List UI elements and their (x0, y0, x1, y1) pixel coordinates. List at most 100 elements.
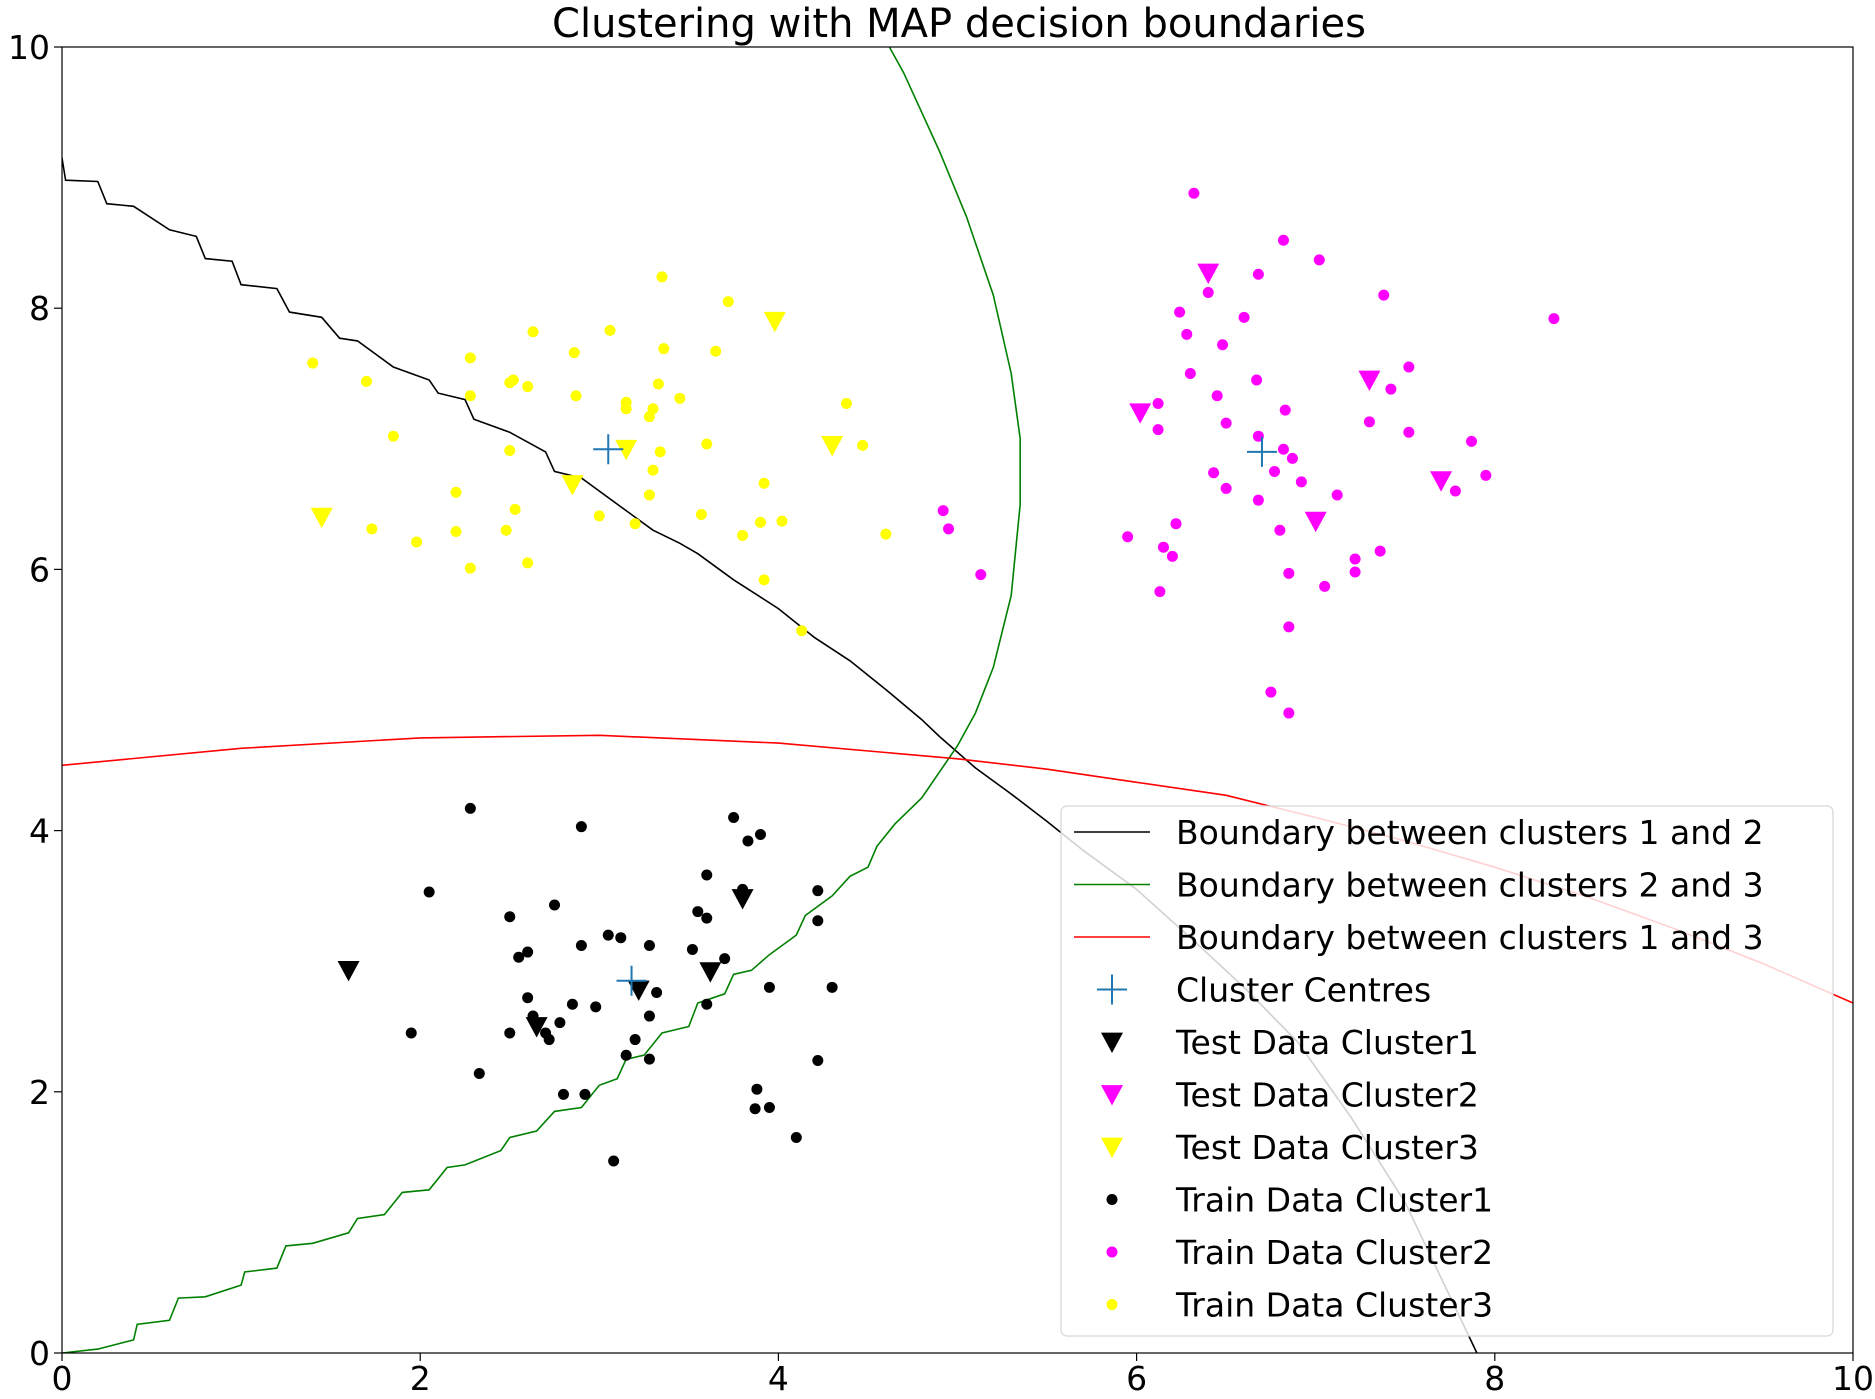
legend-item: Test Data Cluster3 (1101, 1128, 1479, 1167)
train-data-cluster2-point (1220, 482, 1232, 494)
train-data-cluster3-point (652, 378, 664, 390)
train-data-cluster2-point (1252, 494, 1264, 506)
test-data-cluster3-point (763, 311, 786, 333)
train-data-cluster2-point (1170, 518, 1182, 530)
train-data-cluster2-point (1349, 553, 1361, 565)
legend-dot-swatch (1106, 1194, 1118, 1205)
train-data-cluster3-point (307, 357, 319, 369)
train-data-cluster1-point (790, 1132, 802, 1144)
train-data-cluster2-point (1403, 426, 1415, 438)
train-data-cluster2-point (1252, 268, 1264, 280)
train-data-cluster2-point (1319, 580, 1331, 592)
train-data-cluster2-point (1331, 489, 1343, 501)
train-data-cluster1-point (575, 821, 587, 833)
train-data-cluster3-point (758, 477, 770, 489)
test-data-cluster1-point (525, 1017, 548, 1038)
train-data-cluster3-point (522, 381, 534, 393)
train-data-cluster1-point (701, 869, 713, 881)
train-data-cluster1-point (643, 1053, 655, 1065)
test-data-cluster1-point (699, 962, 722, 983)
boundary-line-boundary-between-clusters-2-and-3 (62, 47, 1021, 1353)
train-data-cluster3-point (701, 438, 713, 450)
train-data-cluster1-point (522, 992, 534, 1004)
train-data-cluster2-point (1363, 416, 1375, 428)
x-tick-label: 10 (1832, 1359, 1874, 1398)
legend-label: Boundary between clusters 2 and 3 (1176, 866, 1764, 905)
train-data-cluster2-point (1157, 541, 1169, 553)
cluster-centres-point (616, 965, 647, 996)
train-data-cluster3-point (643, 489, 655, 501)
train-data-cluster2-point (1181, 328, 1193, 340)
train-data-cluster2-point (1188, 187, 1200, 199)
legend-dot-swatch (1106, 1246, 1118, 1258)
legend-label: Boundary between clusters 1 and 3 (1176, 918, 1764, 957)
train-data-cluster3-point (737, 529, 749, 541)
series-train-data-cluster1 (405, 802, 838, 1167)
train-data-cluster2-point (1265, 686, 1277, 698)
train-data-cluster1-point (579, 1088, 591, 1100)
train-data-cluster2-point (1283, 567, 1295, 579)
train-data-cluster1-point (543, 1034, 555, 1046)
series-test-data-cluster3 (310, 311, 844, 529)
chart-title: Clustering with MAP decision boundaries (552, 1, 1366, 47)
train-data-cluster3-point (840, 398, 852, 410)
test-data-cluster2-point (1358, 370, 1381, 392)
train-data-cluster2-point (1295, 476, 1307, 488)
x-tick-label: 4 (768, 1359, 789, 1398)
train-data-cluster1-point (602, 929, 614, 941)
legend-triangle-swatch (1101, 1085, 1123, 1106)
series-cluster-centres (593, 434, 1277, 996)
legend-item: Train Data Cluster3 (1106, 1286, 1493, 1325)
legend-item: Boundary between clusters 2 and 3 (1074, 866, 1764, 905)
train-data-cluster1-point (701, 912, 713, 924)
series-train-data-cluster2 (937, 187, 1560, 719)
train-data-cluster2-point (1385, 383, 1397, 395)
train-data-cluster1-point (504, 911, 516, 923)
train-data-cluster1-point (549, 899, 561, 911)
train-data-cluster2-point (1449, 485, 1461, 497)
train-data-cluster2-point (1277, 234, 1289, 246)
train-data-cluster2-point (1313, 254, 1325, 266)
train-data-cluster3-point (654, 446, 666, 458)
legend-label: Test Data Cluster1 (1175, 1023, 1479, 1062)
y-tick-label: 0 (29, 1334, 50, 1373)
train-data-cluster3-point (450, 486, 462, 498)
train-data-cluster3-point (464, 352, 476, 364)
train-data-cluster1-point (751, 1083, 763, 1095)
series-test-data-cluster1 (337, 889, 754, 1038)
train-data-cluster2-point (1548, 313, 1560, 325)
legend-label: Boundary between clusters 1 and 2 (1176, 813, 1764, 852)
train-data-cluster1-point (554, 1017, 566, 1029)
train-data-cluster3-point (464, 390, 476, 402)
series-train-data-cluster3 (307, 271, 892, 637)
train-data-cluster1-point (629, 1034, 641, 1046)
legend-label: Train Data Cluster3 (1175, 1286, 1493, 1325)
train-data-cluster1-point (423, 886, 435, 898)
train-data-cluster3-point (527, 326, 539, 338)
legend-plus-swatch (1097, 974, 1127, 1005)
train-data-cluster1-point (643, 1010, 655, 1022)
y-tick-label: 6 (29, 550, 50, 589)
train-data-cluster2-point (1283, 621, 1295, 633)
test-data-cluster2-point (1129, 403, 1152, 424)
legend: Boundary between clusters 1 and 2 Boundar… (1060, 805, 1834, 1337)
y-tick-label: 8 (29, 289, 50, 328)
legend-item: Cluster Centres (1097, 971, 1431, 1010)
train-data-cluster3-point (604, 324, 616, 336)
train-data-cluster1-point (686, 943, 698, 955)
axes: 0 2 4 6 8 10 0 2 4 6 8 10 (8, 28, 1874, 1398)
test-data-cluster3-point (615, 439, 638, 461)
train-data-cluster3-point (658, 343, 670, 355)
train-data-cluster2-point (1174, 306, 1186, 318)
train-data-cluster3-point (710, 345, 722, 357)
test-data-cluster1-point (337, 960, 360, 982)
y-tick-label: 4 (29, 812, 50, 851)
train-data-cluster1-point (826, 981, 838, 993)
train-data-cluster1-point (763, 981, 775, 993)
train-data-cluster2-point (1374, 545, 1386, 557)
x-tick-label: 2 (410, 1359, 431, 1398)
train-data-cluster1-point (504, 1027, 516, 1039)
train-data-cluster1-point (812, 1054, 824, 1066)
train-data-cluster3-point (464, 562, 476, 574)
y-tick-label: 2 (29, 1073, 50, 1112)
